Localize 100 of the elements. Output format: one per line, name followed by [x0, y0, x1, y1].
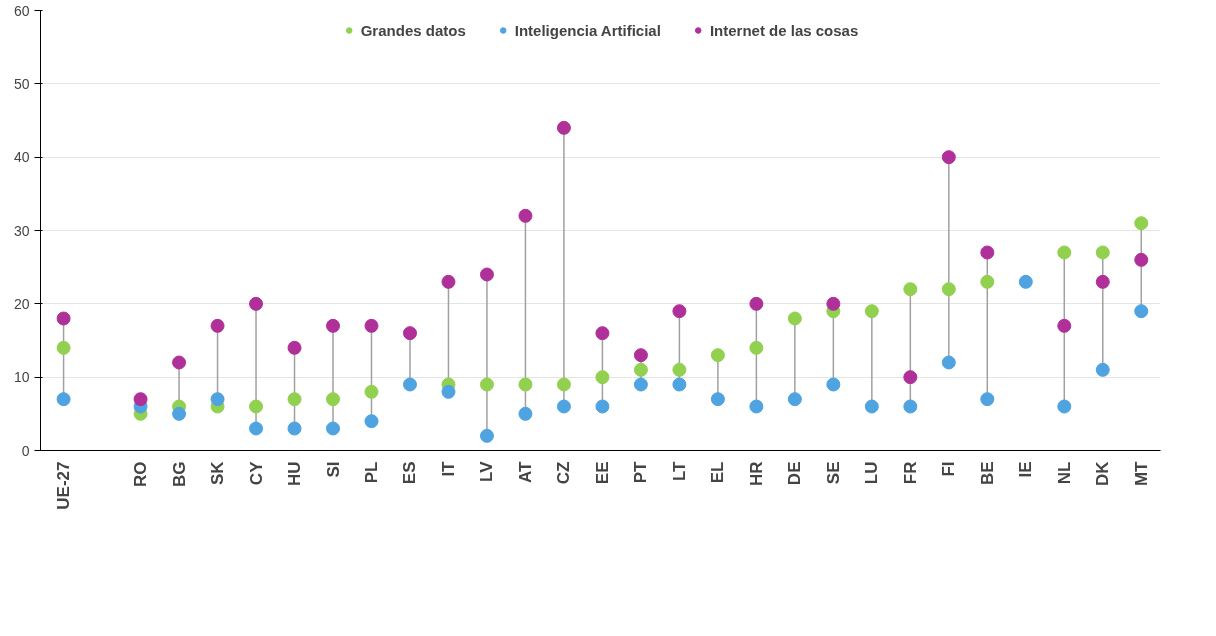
point — [326, 392, 341, 407]
point — [903, 370, 918, 385]
x-tick-label: DE — [785, 461, 805, 486]
y-tick-label: 0 — [21, 442, 30, 459]
point — [595, 399, 610, 414]
point — [864, 304, 879, 319]
x-tick-label: UE-27 — [54, 461, 74, 510]
point — [479, 428, 494, 443]
x-tick-label: CZ — [554, 461, 574, 485]
point — [941, 355, 956, 370]
point — [172, 406, 187, 421]
point — [749, 399, 764, 414]
x-tick-label: SK — [208, 460, 228, 486]
point — [249, 399, 264, 414]
y-tick-label: 30 — [13, 222, 30, 239]
point — [710, 348, 725, 363]
x-tick-label: PL — [362, 461, 381, 484]
point — [210, 392, 225, 407]
point — [595, 326, 610, 341]
x-tick-label: EE — [592, 461, 612, 485]
point — [672, 362, 687, 377]
x-tick-label: PT — [631, 460, 651, 484]
point — [1095, 274, 1110, 289]
point — [1057, 318, 1072, 333]
point — [479, 267, 494, 282]
point — [633, 362, 648, 377]
point — [1134, 304, 1149, 319]
point — [941, 150, 956, 165]
point — [672, 304, 687, 319]
point — [1057, 245, 1072, 260]
point — [364, 318, 379, 333]
point — [172, 355, 187, 370]
point — [710, 392, 725, 407]
x-tick-label: NL — [1054, 461, 1074, 485]
x-tick-label: HR — [746, 461, 766, 487]
point — [595, 370, 610, 385]
x-tick-label: LT — [669, 460, 689, 482]
x-tick-label: LV — [477, 460, 497, 482]
x-tick-label: MT — [1131, 460, 1151, 487]
y-tick-label: 20 — [13, 295, 30, 312]
point — [903, 282, 918, 297]
point — [826, 296, 841, 311]
point — [633, 348, 648, 363]
point — [980, 274, 995, 289]
x-tick-label: ES — [400, 461, 420, 485]
point — [556, 120, 571, 135]
point — [249, 296, 264, 311]
x-tick-label: LU — [862, 461, 882, 485]
y-tick-label: 10 — [13, 369, 30, 386]
point — [1134, 252, 1149, 267]
y-tick-label: 50 — [13, 75, 30, 92]
point — [249, 421, 264, 436]
point — [1095, 362, 1110, 377]
point — [556, 377, 571, 392]
point — [364, 414, 379, 429]
point — [210, 318, 225, 333]
x-tick-label: FR — [900, 461, 920, 485]
point — [826, 377, 841, 392]
point — [287, 421, 302, 436]
x-tick-label: BG — [169, 461, 189, 487]
point — [864, 399, 879, 414]
point — [672, 377, 687, 392]
point — [56, 340, 71, 355]
point — [518, 377, 533, 392]
point — [326, 421, 341, 436]
point — [633, 377, 648, 392]
point — [1134, 216, 1149, 231]
point — [133, 392, 148, 407]
point — [980, 245, 995, 260]
point — [402, 377, 417, 392]
point — [287, 340, 302, 355]
point — [556, 399, 571, 414]
y-tick-label: 40 — [13, 149, 30, 166]
point — [402, 326, 417, 341]
x-tick-label: SE — [823, 461, 843, 485]
legend-label: Grandes datos — [360, 21, 466, 39]
point — [787, 392, 802, 407]
point — [787, 311, 802, 326]
point — [749, 296, 764, 311]
point — [326, 318, 341, 333]
point — [287, 392, 302, 407]
point — [518, 208, 533, 223]
x-tick-label: IE — [1016, 461, 1036, 478]
point — [518, 406, 533, 421]
point — [749, 340, 764, 355]
point — [903, 399, 918, 414]
point — [1057, 399, 1072, 414]
x-tick-label: IT — [438, 460, 458, 477]
x-tick-label: DK — [1093, 460, 1113, 487]
point — [56, 392, 71, 407]
point — [980, 392, 995, 407]
x-tick-label: HU — [285, 461, 305, 487]
point — [479, 377, 494, 392]
legend-label: Internet de las cosas — [709, 21, 859, 39]
point — [364, 384, 379, 399]
point — [56, 311, 71, 326]
legend-label: Inteligencia Artificial — [514, 21, 661, 39]
point — [1095, 245, 1110, 260]
x-tick-label: FI — [939, 461, 959, 477]
x-tick-label: SI — [323, 461, 343, 478]
